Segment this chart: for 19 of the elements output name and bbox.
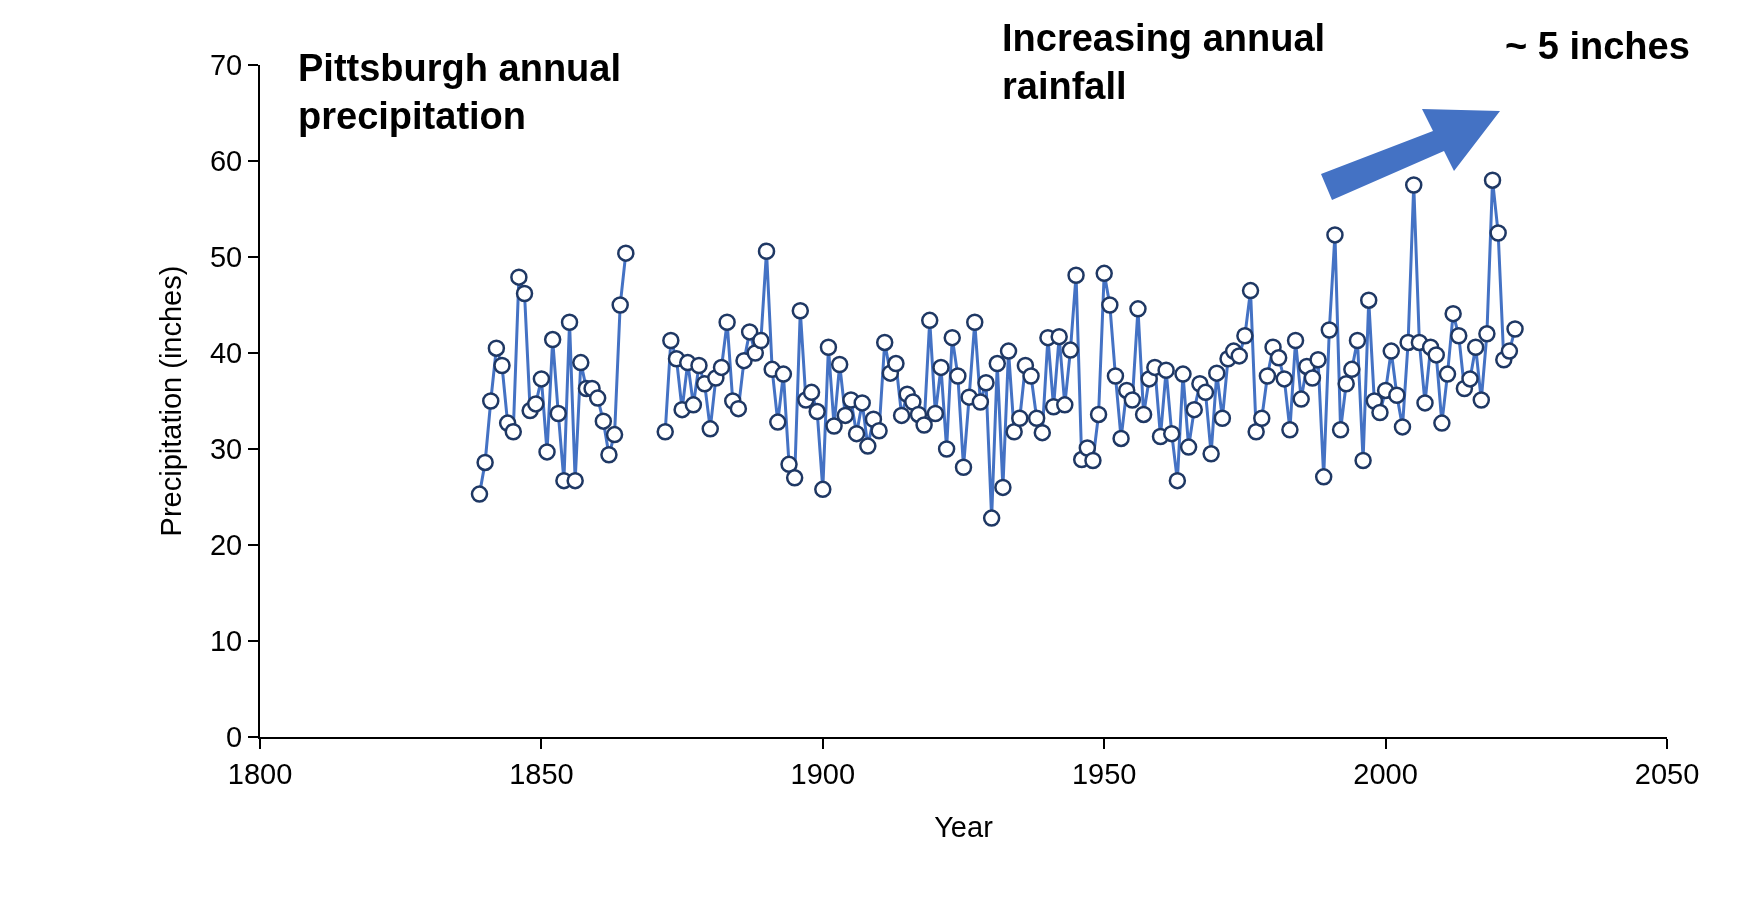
- x-axis-title: Year: [934, 811, 994, 844]
- y-tick-label: 40: [209, 337, 243, 370]
- y-tick-label: 0: [226, 721, 243, 754]
- x-tick-label: 1850: [509, 757, 574, 790]
- annotation: ~ 5 inches: [1505, 24, 1691, 69]
- y-tick-label: 50: [209, 241, 243, 274]
- y-axis-title: Precipitation (inches): [154, 265, 187, 537]
- annotation: Increasing annual rainfall: [1002, 16, 1327, 109]
- annotation: Pittsburgh annual precipitation: [298, 46, 622, 139]
- y-tick-label: 30: [209, 433, 243, 466]
- y-tick-label: 10: [209, 625, 243, 658]
- x-tick-label: 1800: [227, 757, 293, 790]
- y-tick-label: 60: [209, 145, 243, 178]
- x-tick-label: 2000: [1353, 757, 1418, 790]
- x-tick-label: 1950: [1071, 757, 1137, 790]
- y-tick-label: 20: [209, 529, 243, 562]
- x-tick-label: 1900: [790, 757, 856, 790]
- x-tick-label: 2050: [1634, 757, 1700, 790]
- y-tick-label: 70: [209, 49, 243, 82]
